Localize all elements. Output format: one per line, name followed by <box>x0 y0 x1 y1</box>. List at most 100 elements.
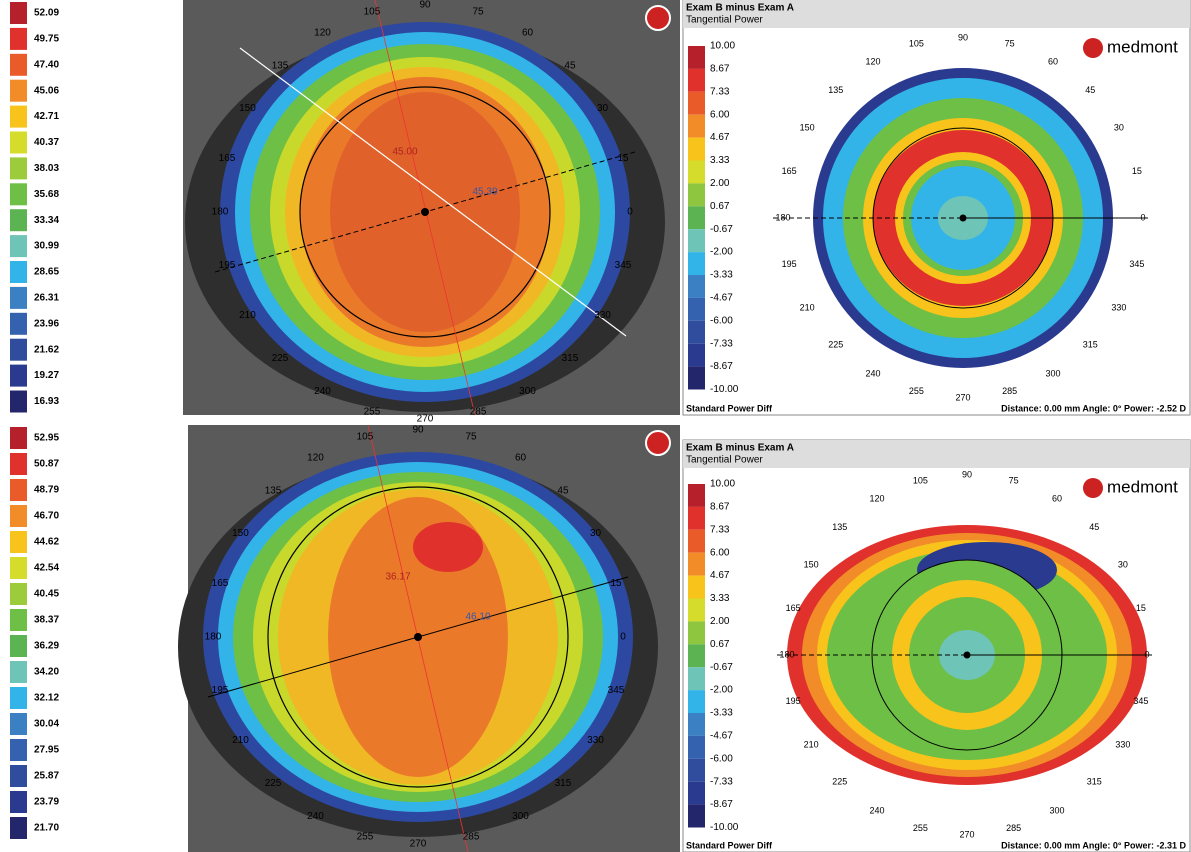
scale-label: -10.00 <box>710 822 739 833</box>
scale-label: 10.00 <box>710 41 735 52</box>
angle-label: 105 <box>364 7 381 18</box>
scale-label: 21.62 <box>34 344 59 355</box>
angle-label: 60 <box>515 452 527 463</box>
scale-label: 32.12 <box>34 693 59 704</box>
angle-label: 345 <box>615 260 632 271</box>
angle-label: 225 <box>272 353 289 364</box>
logo <box>645 430 671 456</box>
logo <box>1083 478 1103 498</box>
footer-left: Standard Power Diff <box>686 403 773 413</box>
angle-label: 270 <box>959 829 974 839</box>
angle-label: 105 <box>913 476 928 486</box>
angle-label: 15 <box>1132 166 1142 176</box>
scale-swatch <box>10 209 27 232</box>
scale-swatch <box>688 137 705 161</box>
scale-label: -0.67 <box>710 224 733 235</box>
angle-label: 210 <box>800 302 815 312</box>
scale-label: 7.33 <box>710 524 730 535</box>
scale-swatch <box>10 609 27 631</box>
centre <box>414 633 422 641</box>
angle-label: 165 <box>786 603 801 613</box>
scale-swatch <box>10 505 27 527</box>
scale-swatch <box>10 105 27 128</box>
panel-title: Exam B minus Exam A <box>686 443 794 454</box>
scale-swatch <box>688 320 705 344</box>
scale-label: -10.00 <box>710 384 739 395</box>
scale-swatch <box>10 713 27 735</box>
angle-label: 135 <box>265 485 282 496</box>
scale-swatch <box>10 2 27 24</box>
centre <box>421 208 429 216</box>
scale-label: -8.67 <box>710 361 733 372</box>
scale-swatch <box>10 479 27 501</box>
angle-label: 105 <box>909 39 924 49</box>
angle-label: 240 <box>307 811 324 822</box>
scale-label: 16.93 <box>34 396 59 407</box>
angle-label: 300 <box>1049 805 1064 815</box>
angle-label: 120 <box>869 493 884 503</box>
angle-label: 315 <box>562 353 579 364</box>
scale-swatch <box>10 453 27 475</box>
scale-swatch <box>688 91 705 115</box>
scale-label: 42.54 <box>34 563 59 574</box>
angle-label: 135 <box>832 522 847 532</box>
angle-label: 315 <box>1087 777 1102 787</box>
angle-label: 300 <box>1045 368 1060 378</box>
scale-swatch <box>688 506 705 530</box>
scale-label: 6.00 <box>710 109 730 120</box>
scale-label: 23.79 <box>34 797 59 808</box>
angle-label: 285 <box>470 407 487 418</box>
map-annotation: 45.00 <box>392 147 417 158</box>
scale-label: 52.95 <box>34 433 59 444</box>
scale-swatch <box>688 160 705 184</box>
angle-label: 150 <box>232 528 249 539</box>
scale-swatch <box>688 484 705 507</box>
scale-label: 6.00 <box>710 547 730 558</box>
scale-label: 33.34 <box>34 215 59 226</box>
angle-label: 240 <box>865 368 880 378</box>
scale-swatch <box>688 758 705 782</box>
scale-label: 10.00 <box>710 479 735 490</box>
angle-label: 135 <box>272 60 289 71</box>
angle-label: 210 <box>804 739 819 749</box>
scale-label: 38.03 <box>34 163 59 174</box>
scale-swatch <box>688 644 705 668</box>
angle-label: 45 <box>564 60 576 71</box>
scale-swatch <box>10 635 27 657</box>
angle-label: 180 <box>775 212 790 222</box>
angle-label: 90 <box>962 469 972 479</box>
scale-swatch <box>10 817 27 839</box>
scale-label: 21.70 <box>34 823 59 834</box>
scale-swatch <box>10 390 27 413</box>
scale-swatch <box>10 583 27 605</box>
scale-label: -3.33 <box>710 270 733 281</box>
scale-swatch <box>10 235 27 258</box>
angle-label: 255 <box>357 832 374 843</box>
footer-left: Standard Power Diff <box>686 840 773 850</box>
scale-swatch <box>688 735 705 759</box>
scale-label: 36.29 <box>34 641 59 652</box>
scale-label: 44.62 <box>34 537 59 548</box>
panel-header <box>683 0 1190 28</box>
angle-label: 240 <box>314 386 331 397</box>
scale-label: 47.40 <box>34 59 59 70</box>
scale-label: -6.00 <box>710 753 733 764</box>
scale-swatch <box>688 275 705 298</box>
scale-label: 30.04 <box>34 719 59 730</box>
scale-label: 0.67 <box>710 201 730 212</box>
map-annotation: 36.17 <box>385 572 410 583</box>
map-annotation: 46.10 <box>465 612 490 623</box>
scale-label: 42.71 <box>34 111 59 122</box>
scale-label: 50.87 <box>34 459 59 470</box>
angle-label: 300 <box>512 811 529 822</box>
scale-swatch <box>10 687 27 709</box>
scale-label: 34.20 <box>34 667 59 678</box>
angle-label: 285 <box>463 832 480 843</box>
brand: medmont <box>1107 477 1178 496</box>
angle-label: 330 <box>1111 302 1126 312</box>
scale-swatch <box>10 364 27 387</box>
panel-subtitle: Tangential Power <box>686 455 763 466</box>
angle-label: 195 <box>219 260 236 271</box>
scale-swatch <box>10 791 27 813</box>
angle-label: 330 <box>1115 739 1130 749</box>
